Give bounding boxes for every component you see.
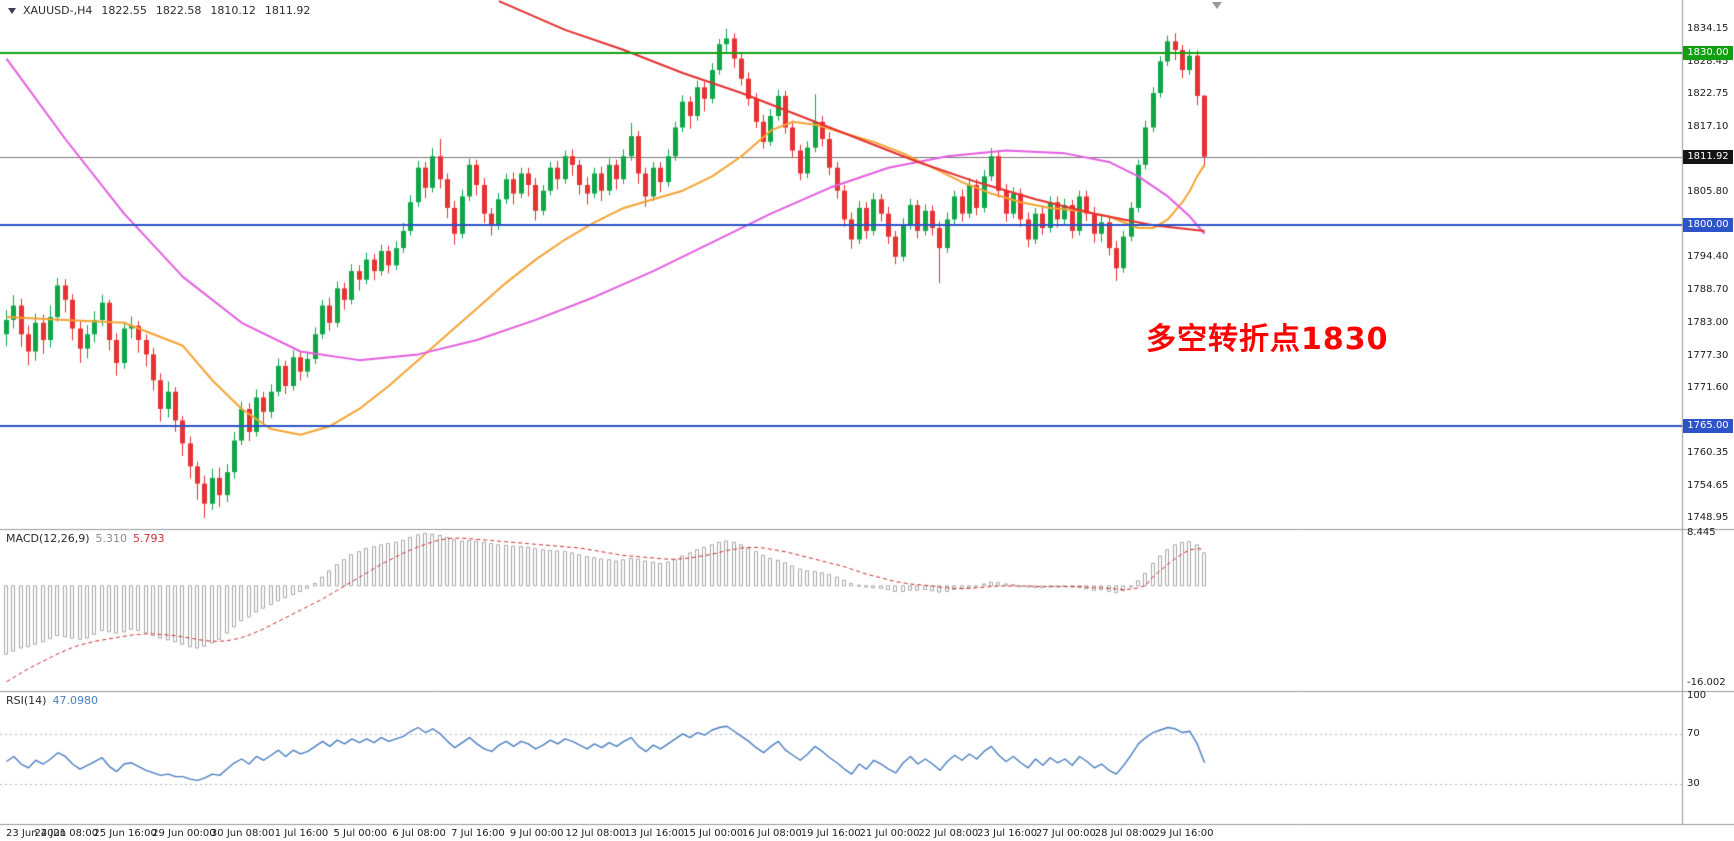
price-tick-label: 1771.60 — [1687, 382, 1729, 394]
macd-main-value: 5.310 — [95, 532, 128, 545]
ohlc-high: 1822.58 — [155, 4, 202, 17]
macd-label: MACD(12,26,9) — [6, 532, 90, 545]
price-tick-label: 1834.15 — [1687, 23, 1729, 34]
rsi-label: RSI(14) — [6, 694, 47, 707]
macd-axis-min-label: -16.002 — [1687, 676, 1726, 688]
rsi-axis-label: 30 — [1687, 778, 1700, 790]
time-tick-label: 25 Jun 16:00 — [93, 828, 157, 839]
price-tick-label: 1783.00 — [1687, 316, 1729, 328]
price-tick-label: 1754.65 — [1687, 479, 1729, 491]
macd-signal-value: 5.793 — [133, 532, 165, 545]
price-level-badge: 1830.00 — [1683, 45, 1733, 60]
time-tick-label: 1 Jul 16:00 — [274, 828, 329, 839]
time-tick-label: 22 Jul 08:00 — [918, 828, 979, 839]
time-tick-label: 23 Jun 2021 — [6, 828, 67, 839]
rsi-axis-label: 70 — [1687, 727, 1700, 739]
price-tick-label: 1817.10 — [1687, 120, 1729, 132]
current-price-badge: 1811.92 — [1683, 149, 1733, 164]
price-tick-label: 1828.45 — [1687, 55, 1729, 67]
price-tick-label: 1760.35 — [1687, 446, 1729, 458]
time-tick-label: 28 Jul 08:00 — [1094, 828, 1155, 839]
time-tick-label: 9 Jul 00:00 — [509, 828, 564, 839]
annotation-text[interactable]: 多空转折点1830 — [1146, 322, 1389, 357]
time-tick-label: 19 Jul 16:00 — [800, 828, 861, 839]
rsi-axis-label: 100 — [1687, 690, 1707, 701]
ohlc-close: 1811.92 — [264, 4, 311, 17]
rsi-value: 47.0980 — [52, 694, 98, 707]
time-tick-label: 29 Jun 00:00 — [152, 828, 216, 839]
time-tick-label: 7 Jul 16:00 — [451, 828, 505, 839]
time-tick-label: 16 Jul 08:00 — [741, 828, 802, 839]
time-tick-label: 30 Jun 08:00 — [210, 828, 275, 839]
time-tick-label: 15 Jul 00:00 — [683, 828, 744, 839]
time-tick-label: 5 Jul 00:00 — [333, 828, 388, 839]
price-level-badge: 1765.00 — [1683, 419, 1733, 434]
time-tick-label: 27 Jul 00:00 — [1035, 828, 1096, 839]
price-tick-label: 1794.40 — [1687, 251, 1729, 263]
price-tick-label: 1777.30 — [1687, 349, 1729, 361]
chart-title: XAUUSD-,H4 1822.55 1822.58 1810.12 1811.… — [8, 4, 310, 17]
ohlc-open: 1822.55 — [101, 4, 147, 17]
price-tick-label: 1822.75 — [1687, 88, 1729, 100]
time-tick-label: 6 Jul 08:00 — [392, 828, 446, 839]
time-tick-label: 24 Jun 08:00 — [34, 828, 99, 839]
macd-label-row: MACD(12,26,9) 5.310 5.793 — [6, 532, 171, 545]
time-tick-label: 13 Jul 16:00 — [624, 828, 685, 839]
rsi-label-row: RSI(14) 47.0980 — [6, 694, 104, 707]
price-tick-label: 1788.70 — [1687, 284, 1729, 296]
price-tick-label: 1805.80 — [1687, 185, 1729, 197]
time-tick-label: 12 Jul 08:00 — [565, 828, 626, 839]
symbol-period-label: XAUUSD-,H4 — [23, 4, 93, 17]
expand-triangle-icon[interactable] — [8, 7, 16, 14]
time-tick-label: 29 Jul 16:00 — [1153, 828, 1214, 839]
time-tick-label: 21 Jul 00:00 — [859, 828, 920, 839]
macd-axis-max-label: 8.445 — [1687, 526, 1716, 538]
time-tick-label: 23 Jul 16:00 — [977, 828, 1038, 839]
price-level-badge: 1800.00 — [1683, 218, 1733, 233]
price-axis[interactable]: 1834.15 1828.45 1822.75 1817.10 1805.80 1794.… — [0, 0, 1734, 824]
chart-shift-marker[interactable] — [1212, 2, 1222, 9]
price-tick-label: 1748.95 — [1687, 512, 1729, 524]
ohlc-low: 1810.12 — [210, 4, 256, 17]
